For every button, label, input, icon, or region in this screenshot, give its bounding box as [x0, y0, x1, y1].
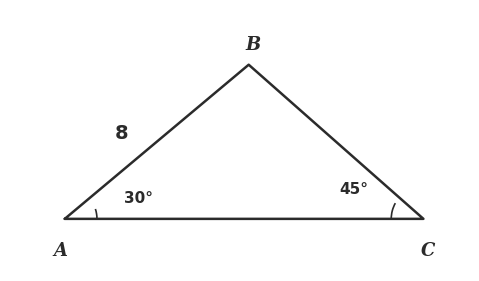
Text: 45°: 45°: [340, 182, 368, 197]
Text: A: A: [53, 242, 67, 260]
Text: 30°: 30°: [124, 191, 153, 205]
Text: B: B: [246, 37, 261, 55]
Text: C: C: [421, 242, 435, 260]
Text: 8: 8: [115, 124, 129, 143]
